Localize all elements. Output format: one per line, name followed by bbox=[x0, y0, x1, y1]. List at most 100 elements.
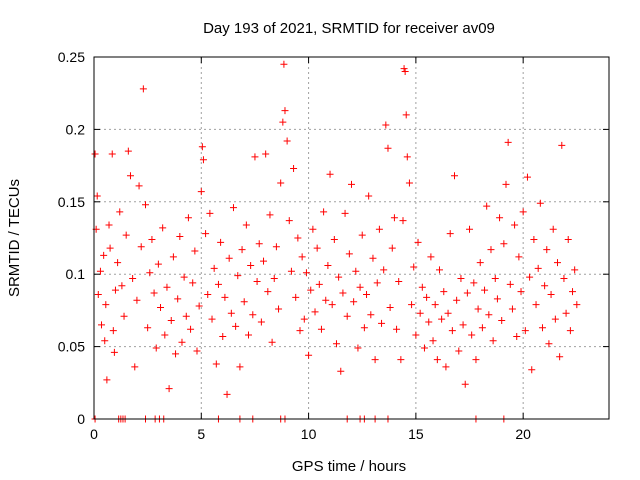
data-point bbox=[498, 317, 506, 325]
data-point bbox=[560, 275, 568, 283]
data-point bbox=[135, 182, 143, 190]
data-point bbox=[543, 246, 551, 254]
data-point bbox=[283, 137, 291, 145]
data-point bbox=[317, 325, 325, 333]
data-point bbox=[91, 150, 99, 158]
data-point bbox=[210, 264, 218, 272]
data-points bbox=[91, 60, 581, 423]
data-point bbox=[517, 288, 525, 296]
data-point bbox=[296, 327, 304, 335]
data-point bbox=[114, 259, 122, 267]
data-point bbox=[444, 309, 452, 317]
data-point bbox=[485, 311, 493, 319]
data-point bbox=[102, 301, 110, 309]
data-point bbox=[234, 272, 242, 280]
data-point bbox=[401, 67, 409, 75]
data-point bbox=[172, 350, 180, 358]
data-point bbox=[225, 254, 233, 262]
x-tick-label: 5 bbox=[197, 426, 205, 442]
data-point bbox=[453, 296, 461, 304]
data-point bbox=[191, 247, 199, 255]
data-point bbox=[451, 172, 458, 180]
data-point bbox=[96, 267, 104, 275]
data-point bbox=[165, 385, 173, 393]
data-point bbox=[573, 301, 581, 309]
data-point bbox=[292, 293, 300, 301]
data-point bbox=[106, 244, 114, 252]
data-point bbox=[457, 275, 465, 283]
data-point bbox=[311, 308, 319, 316]
data-point bbox=[118, 282, 126, 290]
data-point bbox=[341, 209, 349, 217]
data-point bbox=[116, 208, 124, 216]
x-axis-label: GPS time / hours bbox=[292, 458, 406, 475]
data-point bbox=[298, 253, 306, 261]
data-point bbox=[335, 273, 343, 281]
data-point bbox=[109, 327, 117, 335]
data-point bbox=[530, 235, 538, 243]
data-point bbox=[402, 111, 410, 119]
data-point bbox=[227, 309, 235, 317]
data-point bbox=[397, 356, 405, 364]
y-tick-label: 0.15 bbox=[58, 194, 85, 210]
data-point bbox=[238, 246, 246, 254]
data-point bbox=[197, 188, 205, 196]
data-point bbox=[124, 147, 132, 155]
data-point bbox=[339, 289, 347, 297]
data-point bbox=[105, 221, 113, 229]
data-point bbox=[150, 289, 158, 297]
data-point bbox=[431, 301, 439, 309]
x-tick-label: 20 bbox=[515, 426, 531, 442]
data-point bbox=[232, 322, 240, 330]
data-point bbox=[427, 253, 435, 261]
data-point bbox=[393, 325, 401, 333]
data-point bbox=[382, 121, 390, 129]
data-point bbox=[290, 164, 298, 172]
data-point bbox=[247, 262, 255, 270]
data-point bbox=[180, 273, 188, 281]
data-point bbox=[405, 179, 413, 187]
data-point bbox=[169, 253, 177, 261]
data-point bbox=[159, 224, 167, 232]
data-point bbox=[547, 290, 555, 298]
data-point bbox=[390, 214, 398, 222]
data-point bbox=[414, 238, 422, 246]
data-point bbox=[388, 244, 396, 252]
data-point bbox=[440, 288, 448, 296]
data-point bbox=[412, 331, 420, 339]
data-point bbox=[554, 259, 561, 267]
data-point bbox=[178, 338, 186, 346]
data-point bbox=[474, 305, 482, 313]
data-point bbox=[330, 235, 338, 243]
data-point bbox=[528, 366, 536, 374]
data-point bbox=[309, 225, 317, 233]
data-point bbox=[189, 279, 197, 287]
data-point bbox=[251, 153, 259, 161]
data-point bbox=[287, 267, 295, 275]
data-point bbox=[358, 231, 366, 239]
data-point bbox=[365, 192, 373, 200]
data-point bbox=[182, 312, 190, 320]
data-point bbox=[519, 208, 527, 216]
data-point bbox=[122, 231, 130, 239]
data-point bbox=[455, 347, 463, 355]
x-tick-label: 0 bbox=[90, 426, 98, 442]
data-point bbox=[100, 251, 108, 259]
x-tick-label: 15 bbox=[408, 426, 424, 442]
data-point bbox=[399, 217, 407, 225]
data-point bbox=[337, 367, 345, 375]
data-point bbox=[541, 282, 549, 290]
data-point bbox=[508, 305, 516, 313]
data-point bbox=[315, 280, 323, 288]
data-point bbox=[307, 286, 315, 294]
data-point bbox=[375, 225, 383, 233]
data-point bbox=[262, 150, 270, 158]
data-point bbox=[403, 153, 411, 161]
data-point bbox=[459, 321, 467, 329]
x-tick-label: 10 bbox=[301, 426, 317, 442]
data-point bbox=[206, 209, 214, 217]
data-point bbox=[420, 344, 428, 352]
data-point bbox=[187, 325, 195, 333]
data-point bbox=[266, 211, 274, 219]
